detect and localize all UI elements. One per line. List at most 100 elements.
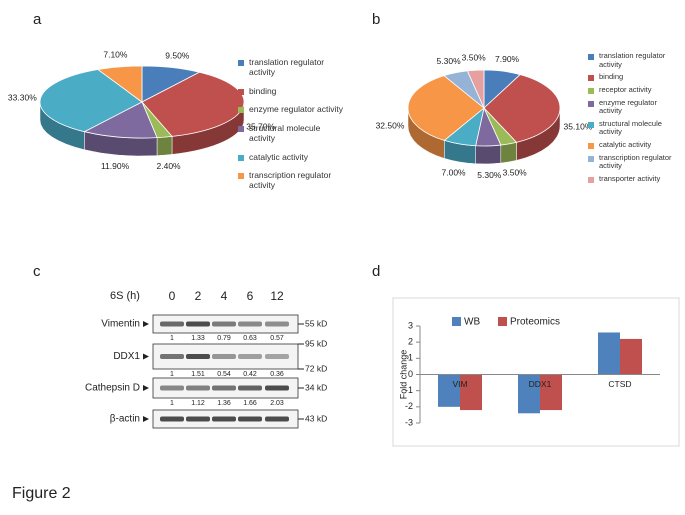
bar bbox=[438, 374, 460, 407]
blot-condition: 6S (h) bbox=[110, 290, 140, 302]
y-tick-label: 1 bbox=[408, 353, 413, 363]
pie-slice bbox=[39, 69, 143, 133]
legend-item: catalytic activity bbox=[588, 140, 680, 150]
legend-swatch bbox=[238, 173, 244, 180]
legend-label: translation regulator activity bbox=[599, 51, 666, 69]
data-label: 35.70% bbox=[246, 121, 275, 131]
band bbox=[186, 354, 210, 359]
quant-label: 0.42 bbox=[243, 371, 257, 378]
legend-label: binding bbox=[599, 72, 624, 82]
quant-label: 0.54 bbox=[217, 371, 231, 378]
data-label: 2.40% bbox=[157, 161, 182, 171]
panel-label: b bbox=[372, 11, 380, 28]
band bbox=[238, 416, 262, 422]
legend-item: catalytic activity bbox=[238, 151, 343, 163]
y-tick-label: -1 bbox=[405, 385, 413, 395]
protein-label: Vimentin bbox=[101, 319, 140, 330]
x-tick-label: CTSD bbox=[608, 379, 631, 389]
pie-slice bbox=[83, 101, 158, 139]
legend-item: binding bbox=[588, 73, 680, 82]
y-tick-label: 3 bbox=[408, 320, 413, 330]
data-label: 3.50% bbox=[462, 53, 487, 63]
panel-label: a bbox=[33, 11, 42, 28]
data-label: 3.50% bbox=[503, 168, 528, 178]
protein-label: β-actin bbox=[110, 414, 140, 425]
bar bbox=[620, 338, 642, 375]
legend-label: WB bbox=[464, 317, 480, 328]
legend-item: enzyme regulator activity bbox=[238, 105, 343, 115]
legend-label: structural molecule activity bbox=[599, 118, 662, 137]
legend-item: structural molecule activity bbox=[238, 123, 343, 144]
lane-label: 2 bbox=[195, 289, 202, 303]
data-label: 7.00% bbox=[442, 168, 467, 178]
marker-label: 43 kD bbox=[305, 413, 327, 423]
band bbox=[212, 354, 236, 359]
legend-swatch bbox=[498, 317, 507, 326]
legend-swatch bbox=[238, 126, 244, 133]
legend-label: catalytic activity bbox=[249, 151, 309, 162]
legend-swatch bbox=[588, 155, 594, 162]
band bbox=[212, 385, 236, 391]
quant-label: 1.36 bbox=[217, 400, 231, 407]
x-tick-label: DDX1 bbox=[529, 379, 552, 389]
legend-label: translation regulator activity bbox=[249, 57, 325, 77]
legend-item: translation regulator activity bbox=[238, 57, 343, 78]
marker-label: 34 kD bbox=[305, 382, 327, 392]
pie-slice bbox=[96, 65, 143, 103]
legend-label: enzyme regulator activity bbox=[249, 104, 344, 115]
data-label: 33.30% bbox=[8, 93, 37, 103]
bar bbox=[540, 374, 562, 411]
y-tick-label: -2 bbox=[405, 401, 413, 411]
band bbox=[265, 354, 289, 359]
legend-label: Proteomics bbox=[510, 317, 560, 328]
bar bbox=[518, 374, 540, 414]
y-tick-label: 0 bbox=[408, 369, 413, 379]
arrow bbox=[143, 416, 149, 422]
y-tick-label: 2 bbox=[408, 337, 413, 347]
marker-label: 95 kD bbox=[305, 338, 327, 348]
band bbox=[186, 385, 210, 391]
pie-slice-side bbox=[475, 144, 502, 165]
band bbox=[265, 385, 289, 391]
quant-label: 0.57 bbox=[270, 335, 284, 342]
arrow bbox=[143, 353, 149, 360]
legend-item: binding bbox=[238, 86, 343, 97]
legend-item: receptor activity bbox=[588, 85, 680, 95]
lane-label: 12 bbox=[270, 289, 284, 303]
legend-swatch bbox=[238, 107, 244, 114]
quant-label: 0.36 bbox=[270, 371, 284, 378]
legend-swatch bbox=[238, 154, 244, 161]
y-axis-title: Fold change bbox=[398, 350, 408, 400]
bar bbox=[598, 332, 620, 375]
pie-slice-side bbox=[156, 136, 173, 156]
band bbox=[160, 354, 184, 359]
arrow bbox=[143, 385, 149, 391]
legend-item: structural molecule activity bbox=[588, 118, 680, 137]
quant-label: 1 bbox=[170, 371, 174, 378]
quant-label: 1.33 bbox=[191, 335, 205, 342]
quant-label: 1.51 bbox=[191, 371, 205, 378]
legend-swatch bbox=[238, 88, 244, 95]
panel-label: c bbox=[33, 263, 41, 280]
legend-swatch bbox=[238, 60, 244, 66]
y-tick-label: -3 bbox=[405, 417, 413, 427]
band bbox=[160, 416, 184, 422]
legend-label: enzyme regulator activity bbox=[599, 97, 657, 116]
quant-label: 1.66 bbox=[243, 400, 257, 407]
panel-label: d bbox=[372, 263, 380, 280]
legend-label: transcription regulator activity bbox=[249, 170, 332, 191]
marker-label: 72 kD bbox=[305, 363, 327, 373]
band bbox=[212, 321, 236, 327]
band bbox=[238, 321, 262, 327]
quant-label: 1 bbox=[170, 335, 174, 342]
pie-slice bbox=[407, 75, 485, 141]
protein-label: DDX1 bbox=[113, 351, 140, 362]
arrow bbox=[143, 321, 149, 327]
legend-item: enzyme regulator activity bbox=[588, 97, 680, 116]
data-label: 5.30% bbox=[477, 170, 502, 180]
legend: translation regulator activity binding rec… bbox=[588, 51, 680, 184]
data-label: 32.50% bbox=[376, 120, 405, 130]
legend-swatch bbox=[588, 87, 594, 94]
